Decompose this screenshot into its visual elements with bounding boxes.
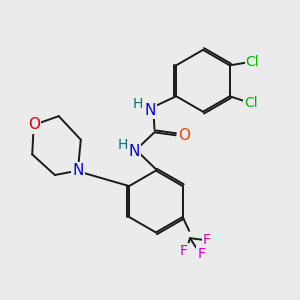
Text: H: H xyxy=(132,97,143,111)
Text: N: N xyxy=(144,103,156,118)
Text: F: F xyxy=(197,248,205,261)
Text: O: O xyxy=(28,118,40,133)
Text: F: F xyxy=(203,233,211,247)
Text: N: N xyxy=(72,163,83,178)
Text: Cl: Cl xyxy=(246,55,259,69)
Text: N: N xyxy=(72,163,83,178)
Text: Cl: Cl xyxy=(244,96,258,110)
Text: F: F xyxy=(179,244,188,258)
Text: N: N xyxy=(128,144,140,159)
Text: H: H xyxy=(117,138,128,152)
Text: O: O xyxy=(178,128,190,143)
